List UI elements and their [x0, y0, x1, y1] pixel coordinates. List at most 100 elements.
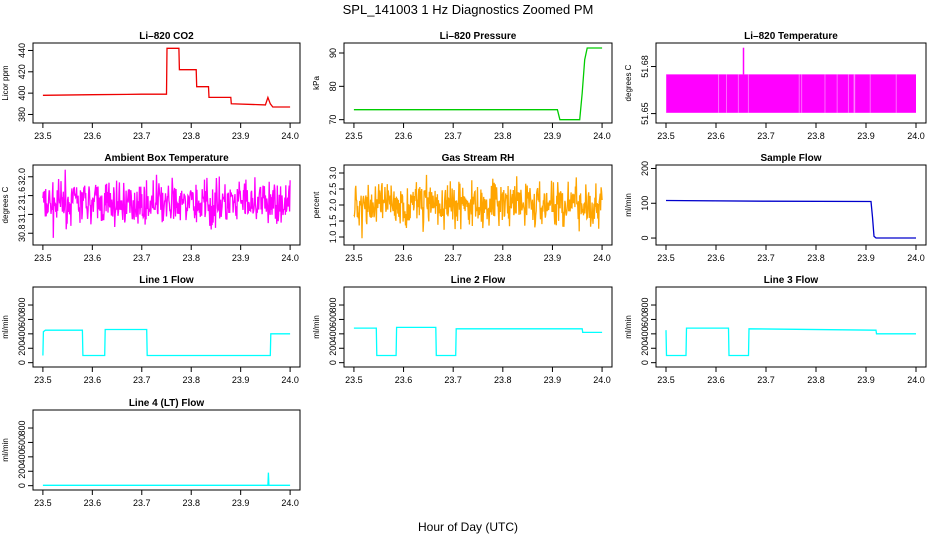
plot-frame — [32, 42, 301, 124]
y-tick-label: 200 — [640, 161, 650, 176]
x-tick-label: 23.5 — [345, 131, 363, 141]
x-tick-label: 23.8 — [182, 131, 200, 141]
y-tick-label: 600 — [17, 435, 27, 450]
y-axis-label: ml/min — [624, 193, 633, 217]
chart-panel-5: Gas Stream RH percent 23.5 23.6 23.7 23.8 23.9… — [312, 153, 613, 263]
x-tick-label: 23.5 — [345, 375, 363, 385]
x-tick-label: 23.7 — [757, 253, 775, 263]
y-axis-label: ml/min — [1, 438, 10, 462]
x-tick-label: 24.0 — [281, 131, 299, 141]
chart-panel-7: Line 1 Flow ml/min 23.5 23.6 23.7 23.8 23.9 24.… — [1, 275, 301, 385]
x-tick-label: 23.9 — [857, 253, 875, 263]
data-series-1 — [665, 199, 916, 239]
y-tick-label: 600 — [640, 312, 650, 327]
y-tick-label: 200 — [17, 464, 27, 479]
x-tick-label: 23.7 — [133, 375, 151, 385]
y-tick-label: 200 — [17, 341, 27, 356]
y-axis-label: degrees C — [1, 186, 10, 223]
data-series-1 — [353, 326, 603, 357]
x-tick-label: 23.7 — [444, 131, 462, 141]
x-tick-label: 24.0 — [593, 131, 611, 141]
y-tick-label: 0 — [640, 360, 650, 365]
x-tick-label: 23.5 — [34, 498, 52, 508]
x-tick-label: 23.8 — [494, 253, 512, 263]
chart-panel-1: Li–820 CO2 Licor ppm 23.5 23.6 23.7 23.8 23.9 2… — [1, 31, 301, 141]
x-tick-label: 24.0 — [281, 253, 299, 263]
y-tick-label: 0 — [640, 236, 650, 241]
y-tick-label: 3.0 — [328, 167, 338, 180]
chart-panel-6: Sample Flow ml/min 23.5 23.6 23.7 23.8 23.9 24.… — [624, 153, 927, 263]
data-series-1 — [42, 169, 291, 238]
panel-grid: Li–820 CO2 Licor ppm 23.5 23.6 23.7 23.8 23.9 2… — [1, 31, 927, 508]
y-axis-label: kPa — [312, 76, 321, 90]
chart-panel-2: Li–820 Pressure kPa 23.5 23.6 23.7 23.8 23.9 24… — [312, 31, 613, 141]
x-tick-label: 23.5 — [34, 131, 52, 141]
y-tick-label: 2.5 — [328, 183, 338, 196]
x-tick-label: 23.6 — [395, 375, 413, 385]
y-tick-label: 400 — [328, 326, 338, 341]
x-tick-label: 23.5 — [657, 375, 675, 385]
data-series-1 — [42, 328, 291, 357]
y-tick-label: 400 — [17, 326, 27, 341]
x-tick-label: 24.0 — [593, 253, 611, 263]
page-title: SPL_141003 1 Hz Diagnostics Zoomed PM — [343, 2, 594, 17]
panel-title: Line 1 Flow — [139, 275, 194, 286]
panel-title: Li–820 Pressure — [440, 31, 517, 42]
y-tick-label: 200 — [328, 341, 338, 356]
y-axis-label: degrees C — [624, 64, 633, 101]
y-tick-label: 0 — [328, 360, 338, 365]
plot-frame — [343, 42, 613, 124]
chart-panel-4: Ambient Box Temperature degrees C 23.5 23.6… — [1, 153, 301, 263]
y-tick-label: 51.68 — [640, 55, 650, 78]
y-tick-label: 380 — [17, 107, 27, 122]
x-tick-label: 24.0 — [907, 131, 925, 141]
y-tick-label: 400 — [17, 86, 27, 101]
x-tick-label: 24.0 — [593, 375, 611, 385]
x-tick-label: 23.7 — [757, 375, 775, 385]
y-tick-label: 31.2 — [17, 206, 27, 224]
y-tick-label: 0 — [17, 360, 27, 365]
y-tick-label: 51.65 — [640, 102, 650, 125]
y-tick-label: 100 — [640, 196, 650, 211]
y-tick-label: 600 — [328, 312, 338, 327]
x-tick-label: 23.6 — [84, 131, 102, 141]
data-series-1 — [353, 47, 603, 121]
x-tick-label: 23.8 — [807, 375, 825, 385]
plot-frame — [655, 164, 927, 246]
data-series-1 — [353, 174, 603, 239]
y-tick-label: 800 — [328, 298, 338, 313]
panel-title: Line 3 Flow — [764, 275, 819, 286]
x-tick-label: 23.7 — [444, 253, 462, 263]
x-tick-label: 23.7 — [133, 253, 151, 263]
x-tick-label: 23.9 — [544, 131, 562, 141]
plot-frame — [32, 286, 301, 368]
y-tick-label: 440 — [17, 43, 27, 58]
y-tick-label: 30.8 — [17, 224, 27, 242]
x-tick-label: 23.6 — [84, 253, 102, 263]
x-tick-label: 23.6 — [84, 498, 102, 508]
data-series-1 — [42, 47, 291, 108]
y-axis-label: percent — [312, 191, 321, 218]
chart-panel-8: Line 2 Flow ml/min 23.5 23.6 23.7 23.8 23.9 24.… — [312, 275, 613, 385]
x-tick-label: 23.5 — [345, 253, 363, 263]
chart-panel-10: Line 4 (LT) Flow ml/min 23.5 23.6 23.7 23.8 23… — [1, 398, 301, 508]
y-tick-label: 70 — [328, 115, 338, 125]
chart-panel-3: Li–820 Temperature degrees C 23.5 23.6 23.7 2… — [624, 31, 927, 141]
x-tick-label: 24.0 — [907, 375, 925, 385]
x-tick-label: 23.9 — [232, 253, 250, 263]
y-tick-label: 800 — [640, 298, 650, 313]
x-tick-label: 23.6 — [395, 253, 413, 263]
x-tick-label: 23.9 — [232, 498, 250, 508]
plot-frame — [343, 286, 613, 368]
y-tick-label: 600 — [17, 312, 27, 327]
x-tick-label: 23.9 — [232, 375, 250, 385]
x-tick-label: 23.8 — [494, 375, 512, 385]
x-tick-label: 23.8 — [807, 253, 825, 263]
y-tick-label: 1.5 — [328, 215, 338, 228]
x-tick-label: 23.7 — [133, 498, 151, 508]
x-tick-label: 23.7 — [133, 131, 151, 141]
plot-frame — [32, 409, 301, 491]
y-axis-label: ml/min — [1, 315, 10, 339]
x-tick-label: 23.9 — [232, 131, 250, 141]
